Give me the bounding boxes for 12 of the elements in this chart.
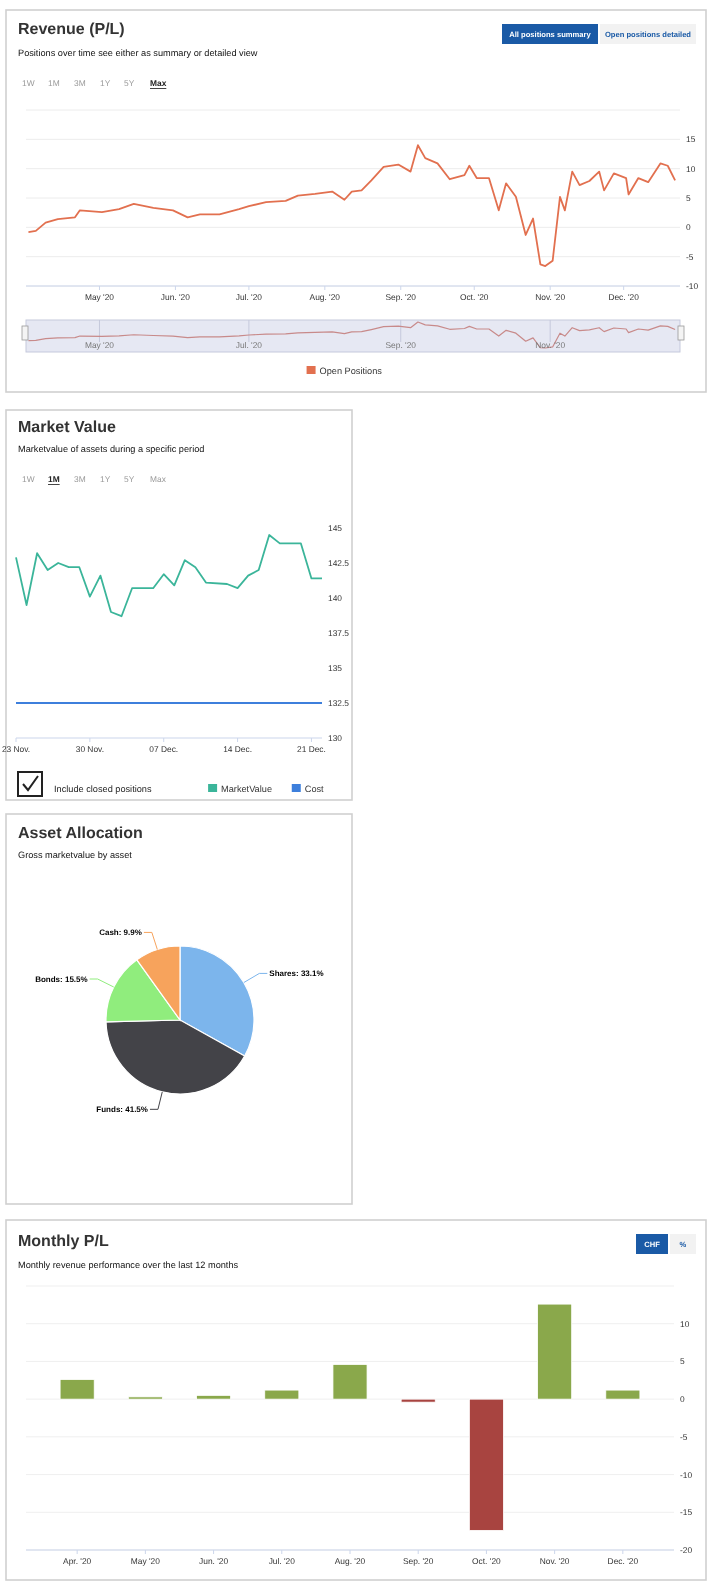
bar bbox=[537, 1303, 573, 1400]
bar bbox=[332, 1364, 368, 1400]
bar bbox=[59, 1379, 95, 1400]
bar bbox=[605, 1389, 641, 1400]
line-series bbox=[15, 534, 323, 618]
bar bbox=[264, 1389, 300, 1400]
chart-title: Monthly P/L bbox=[18, 1232, 109, 1250]
chart-title: Revenue (P/L) bbox=[18, 20, 126, 38]
line-series bbox=[27, 144, 676, 267]
bar bbox=[468, 1398, 504, 1531]
chart-title: Asset Allocation bbox=[18, 824, 143, 842]
chart-title: Market Value bbox=[18, 418, 117, 436]
